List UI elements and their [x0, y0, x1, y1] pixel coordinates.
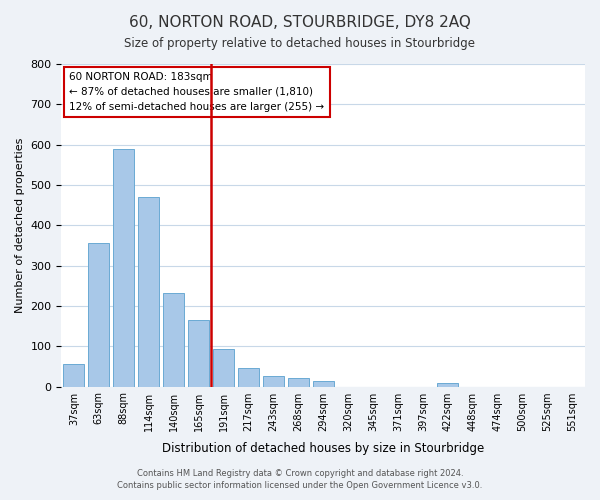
Bar — [287, 378, 309, 386]
Bar — [238, 368, 259, 386]
Bar — [188, 320, 209, 386]
Bar — [437, 384, 458, 386]
Text: 60, NORTON ROAD, STOURBRIDGE, DY8 2AQ: 60, NORTON ROAD, STOURBRIDGE, DY8 2AQ — [129, 15, 471, 30]
Bar — [113, 150, 134, 386]
Bar — [163, 292, 184, 386]
Y-axis label: Number of detached properties: Number of detached properties — [15, 138, 25, 313]
Bar — [313, 382, 334, 386]
Bar — [63, 364, 85, 386]
Bar — [138, 198, 159, 386]
Text: 60 NORTON ROAD: 183sqm
← 87% of detached houses are smaller (1,810)
12% of semi-: 60 NORTON ROAD: 183sqm ← 87% of detached… — [69, 72, 325, 112]
Bar — [213, 348, 234, 387]
Bar — [88, 242, 109, 386]
Bar — [263, 376, 284, 386]
Text: Size of property relative to detached houses in Stourbridge: Size of property relative to detached ho… — [125, 38, 476, 51]
Text: Contains HM Land Registry data © Crown copyright and database right 2024.
Contai: Contains HM Land Registry data © Crown c… — [118, 468, 482, 490]
X-axis label: Distribution of detached houses by size in Stourbridge: Distribution of detached houses by size … — [162, 442, 484, 455]
